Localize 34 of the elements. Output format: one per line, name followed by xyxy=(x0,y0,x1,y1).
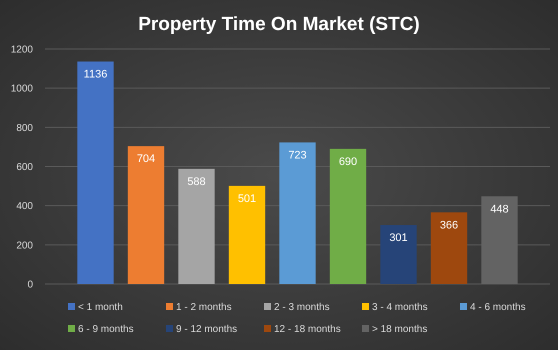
y-tick-label: 600 xyxy=(16,162,34,173)
y-tick-label: 1200 xyxy=(10,44,34,56)
chart-title: Property Time On Market (STC) xyxy=(138,14,420,35)
data-label: 1136 xyxy=(84,68,108,81)
y-tick-label: 800 xyxy=(16,122,34,134)
data-label: 704 xyxy=(136,153,156,166)
legend-label: 2 - 3 months xyxy=(274,302,330,313)
legend-label: 3 - 4 months xyxy=(372,302,428,313)
bar xyxy=(279,142,316,284)
bar xyxy=(178,168,215,284)
legend-label: > 18 months xyxy=(372,324,428,335)
legend-label: 12 - 18 months xyxy=(274,324,341,335)
data-label: 690 xyxy=(338,156,358,168)
bar xyxy=(128,146,164,284)
legend-label: 4 - 6 months xyxy=(470,302,526,313)
data-label: 448 xyxy=(490,203,509,216)
bar xyxy=(380,225,417,284)
bar xyxy=(228,186,266,284)
y-tick-label: 200 xyxy=(16,240,34,252)
legend-label: 6 - 9 months xyxy=(78,324,134,335)
data-label: 366 xyxy=(440,219,458,232)
data-label: 501 xyxy=(238,192,256,205)
y-tick-label: 400 xyxy=(16,201,34,212)
data-label: 723 xyxy=(288,149,307,162)
bar xyxy=(77,62,114,284)
data-label: 588 xyxy=(187,176,206,188)
bar xyxy=(330,148,366,284)
y-tick-label: 1000 xyxy=(10,84,34,95)
data-label: 301 xyxy=(389,232,408,244)
legend-label: < 1 month xyxy=(78,302,123,313)
legend-label: 1 - 2 months xyxy=(176,302,232,313)
bar xyxy=(430,212,468,284)
y-tick-label: 0 xyxy=(27,280,34,290)
legend-label: 9 - 12 months xyxy=(176,324,238,335)
